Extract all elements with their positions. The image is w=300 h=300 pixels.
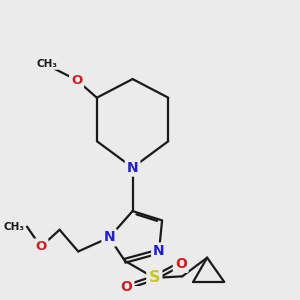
- Text: S: S: [148, 270, 160, 285]
- Text: N: N: [127, 160, 138, 175]
- Text: O: O: [175, 257, 187, 271]
- Text: CH₃: CH₃: [3, 222, 24, 232]
- Text: N: N: [103, 230, 115, 244]
- Text: O: O: [120, 280, 132, 294]
- Text: O: O: [71, 74, 82, 86]
- Text: CH₃: CH₃: [37, 59, 58, 69]
- Text: N: N: [153, 244, 165, 259]
- Text: O: O: [35, 240, 46, 253]
